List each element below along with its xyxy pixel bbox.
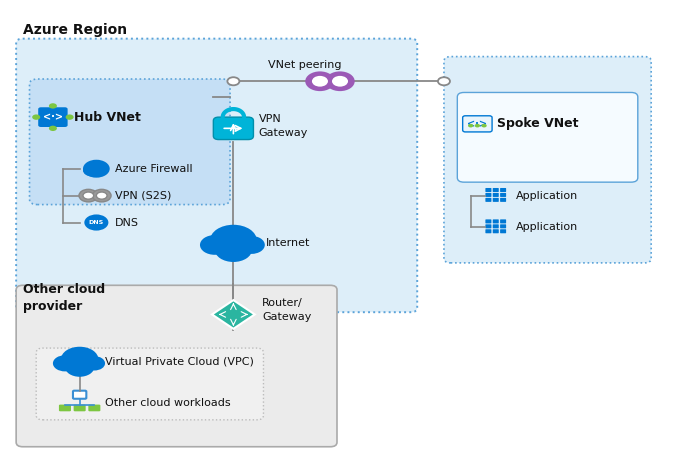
Circle shape xyxy=(83,165,100,176)
FancyBboxPatch shape xyxy=(500,224,506,228)
Circle shape xyxy=(305,71,335,91)
FancyBboxPatch shape xyxy=(16,285,337,447)
FancyBboxPatch shape xyxy=(214,117,253,139)
Circle shape xyxy=(84,356,105,370)
FancyBboxPatch shape xyxy=(82,191,109,200)
Circle shape xyxy=(468,124,473,128)
Polygon shape xyxy=(212,300,255,329)
Text: Application: Application xyxy=(516,222,578,232)
FancyBboxPatch shape xyxy=(493,198,499,202)
Circle shape xyxy=(79,189,98,202)
Text: VNet peering: VNet peering xyxy=(268,60,342,70)
Text: Spoke VNet: Spoke VNet xyxy=(497,117,579,130)
FancyBboxPatch shape xyxy=(485,188,491,192)
Text: Internet: Internet xyxy=(266,238,310,248)
Text: VPN (S2S): VPN (S2S) xyxy=(115,191,171,201)
Circle shape xyxy=(65,114,73,120)
Circle shape xyxy=(65,357,94,377)
Circle shape xyxy=(92,189,111,202)
FancyBboxPatch shape xyxy=(500,229,506,233)
FancyBboxPatch shape xyxy=(458,93,638,182)
FancyBboxPatch shape xyxy=(493,229,499,233)
Circle shape xyxy=(83,160,110,178)
FancyBboxPatch shape xyxy=(444,57,651,263)
Circle shape xyxy=(200,235,229,255)
FancyBboxPatch shape xyxy=(88,405,100,411)
FancyBboxPatch shape xyxy=(485,193,491,197)
FancyBboxPatch shape xyxy=(500,188,506,192)
FancyBboxPatch shape xyxy=(73,391,86,399)
Circle shape xyxy=(84,214,109,231)
Circle shape xyxy=(61,347,98,372)
FancyBboxPatch shape xyxy=(38,107,67,127)
FancyBboxPatch shape xyxy=(485,224,491,228)
Circle shape xyxy=(32,114,40,120)
Text: Hub VNet: Hub VNet xyxy=(74,111,141,123)
Circle shape xyxy=(238,236,265,254)
Circle shape xyxy=(210,225,257,256)
FancyBboxPatch shape xyxy=(485,229,491,233)
Circle shape xyxy=(53,355,77,371)
Circle shape xyxy=(332,76,348,87)
Circle shape xyxy=(227,77,239,85)
Circle shape xyxy=(83,192,94,199)
Text: Virtual Private Cloud (VPC): Virtual Private Cloud (VPC) xyxy=(105,356,254,366)
FancyBboxPatch shape xyxy=(500,219,506,223)
Circle shape xyxy=(49,126,57,131)
Circle shape xyxy=(474,124,480,128)
Text: Other cloud workloads: Other cloud workloads xyxy=(105,398,231,408)
Text: Azure Region: Azure Region xyxy=(23,23,127,37)
FancyBboxPatch shape xyxy=(73,405,86,411)
FancyBboxPatch shape xyxy=(485,219,491,223)
Circle shape xyxy=(438,77,450,85)
FancyBboxPatch shape xyxy=(485,198,491,202)
FancyBboxPatch shape xyxy=(500,193,506,197)
FancyBboxPatch shape xyxy=(16,39,417,312)
Text: VPN
Gateway: VPN Gateway xyxy=(259,114,308,138)
Circle shape xyxy=(94,166,109,175)
Text: Other cloud
provider: Other cloud provider xyxy=(23,283,105,313)
FancyBboxPatch shape xyxy=(462,116,492,132)
FancyBboxPatch shape xyxy=(36,348,264,420)
Circle shape xyxy=(96,192,107,199)
Text: DNS: DNS xyxy=(89,220,104,225)
Text: Application: Application xyxy=(516,191,578,201)
Text: <·>: <·> xyxy=(43,112,63,122)
Circle shape xyxy=(326,71,355,91)
Circle shape xyxy=(49,103,57,109)
FancyBboxPatch shape xyxy=(59,405,71,411)
FancyBboxPatch shape xyxy=(493,219,499,223)
Circle shape xyxy=(312,76,328,87)
FancyBboxPatch shape xyxy=(493,193,499,197)
Text: DNS: DNS xyxy=(115,217,139,227)
FancyBboxPatch shape xyxy=(493,224,499,228)
FancyBboxPatch shape xyxy=(493,188,499,192)
Text: <·>: <·> xyxy=(467,119,487,129)
Circle shape xyxy=(481,124,487,128)
Text: Azure Firewall: Azure Firewall xyxy=(115,164,193,174)
Circle shape xyxy=(215,237,252,262)
Text: Router/
Gateway: Router/ Gateway xyxy=(262,298,311,321)
FancyBboxPatch shape xyxy=(30,79,230,205)
FancyBboxPatch shape xyxy=(88,169,98,174)
FancyBboxPatch shape xyxy=(500,198,506,202)
